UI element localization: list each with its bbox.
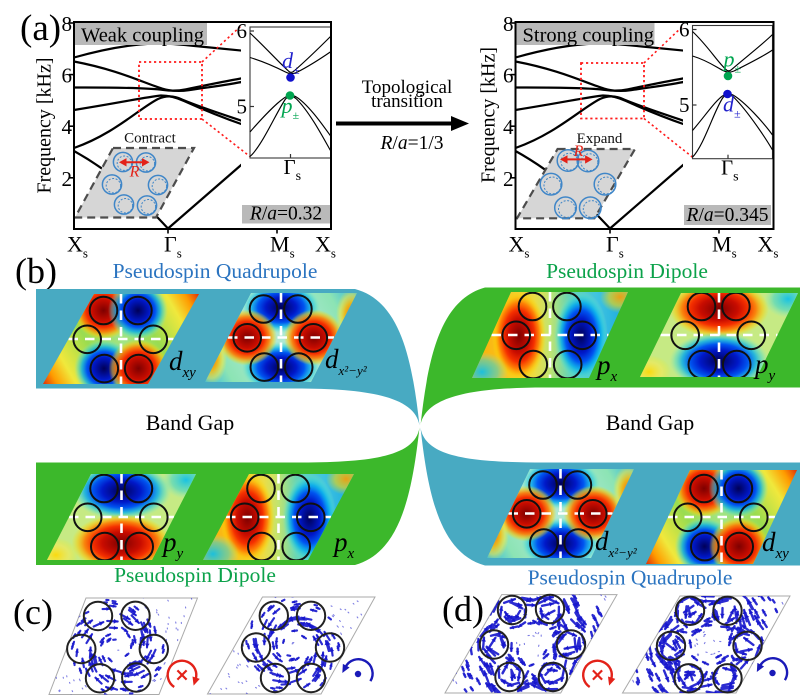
svg-text:Strong coupling: Strong coupling: [523, 25, 655, 47]
svg-text:Pseudospin Dipole: Pseudospin Dipole: [114, 563, 276, 587]
svg-text:Xs: Xs: [509, 232, 530, 261]
svg-text:Xs: Xs: [67, 232, 88, 261]
svg-text:4: 4: [503, 115, 514, 139]
svg-text:transition: transition: [371, 91, 443, 112]
svg-text:(a): (a): [20, 8, 61, 49]
svg-text:Contract: Contract: [124, 131, 176, 147]
svg-text:6: 6: [503, 64, 514, 88]
svg-text:8: 8: [62, 12, 73, 36]
svg-text:Frequency [kHz]: Frequency [kHz]: [478, 47, 500, 183]
svg-text:2: 2: [62, 167, 73, 191]
svg-text:R/a=1/3: R/a=1/3: [379, 133, 443, 154]
svg-text:6: 6: [237, 19, 248, 43]
svg-text:(d): (d): [442, 589, 484, 629]
svg-text:Topological: Topological: [362, 77, 452, 98]
svg-text:(b): (b): [15, 251, 57, 291]
svg-text:R/a=0.32: R/a=0.32: [249, 204, 322, 225]
svg-text:Pseudospin Dipole: Pseudospin Dipole: [546, 259, 708, 283]
svg-text:Weak coupling: Weak coupling: [81, 25, 204, 47]
svg-text:(c): (c): [13, 592, 53, 632]
svg-text:Band Gap: Band Gap: [146, 410, 235, 435]
svg-text:5: 5: [679, 93, 690, 117]
svg-text:Expand: Expand: [577, 131, 623, 147]
svg-text:4: 4: [62, 115, 73, 139]
svg-text:6: 6: [62, 64, 73, 88]
svg-text:R: R: [573, 143, 584, 160]
svg-text:R: R: [129, 164, 140, 181]
svg-text:Xs: Xs: [315, 232, 336, 261]
svg-text:Pseudospin Quadrupole: Pseudospin Quadrupole: [113, 259, 318, 283]
svg-text:8: 8: [503, 12, 514, 36]
svg-text:Pseudospin Quadrupole: Pseudospin Quadrupole: [528, 566, 733, 590]
svg-text:Band Gap: Band Gap: [606, 410, 695, 435]
svg-text:2: 2: [503, 167, 514, 191]
svg-text:Frequency [kHz]: Frequency [kHz]: [34, 57, 56, 193]
svg-text:5: 5: [237, 95, 248, 119]
svg-text:Xs: Xs: [758, 232, 779, 261]
svg-text:R/a=0.345: R/a=0.345: [686, 205, 769, 226]
svg-text:6: 6: [679, 18, 690, 42]
